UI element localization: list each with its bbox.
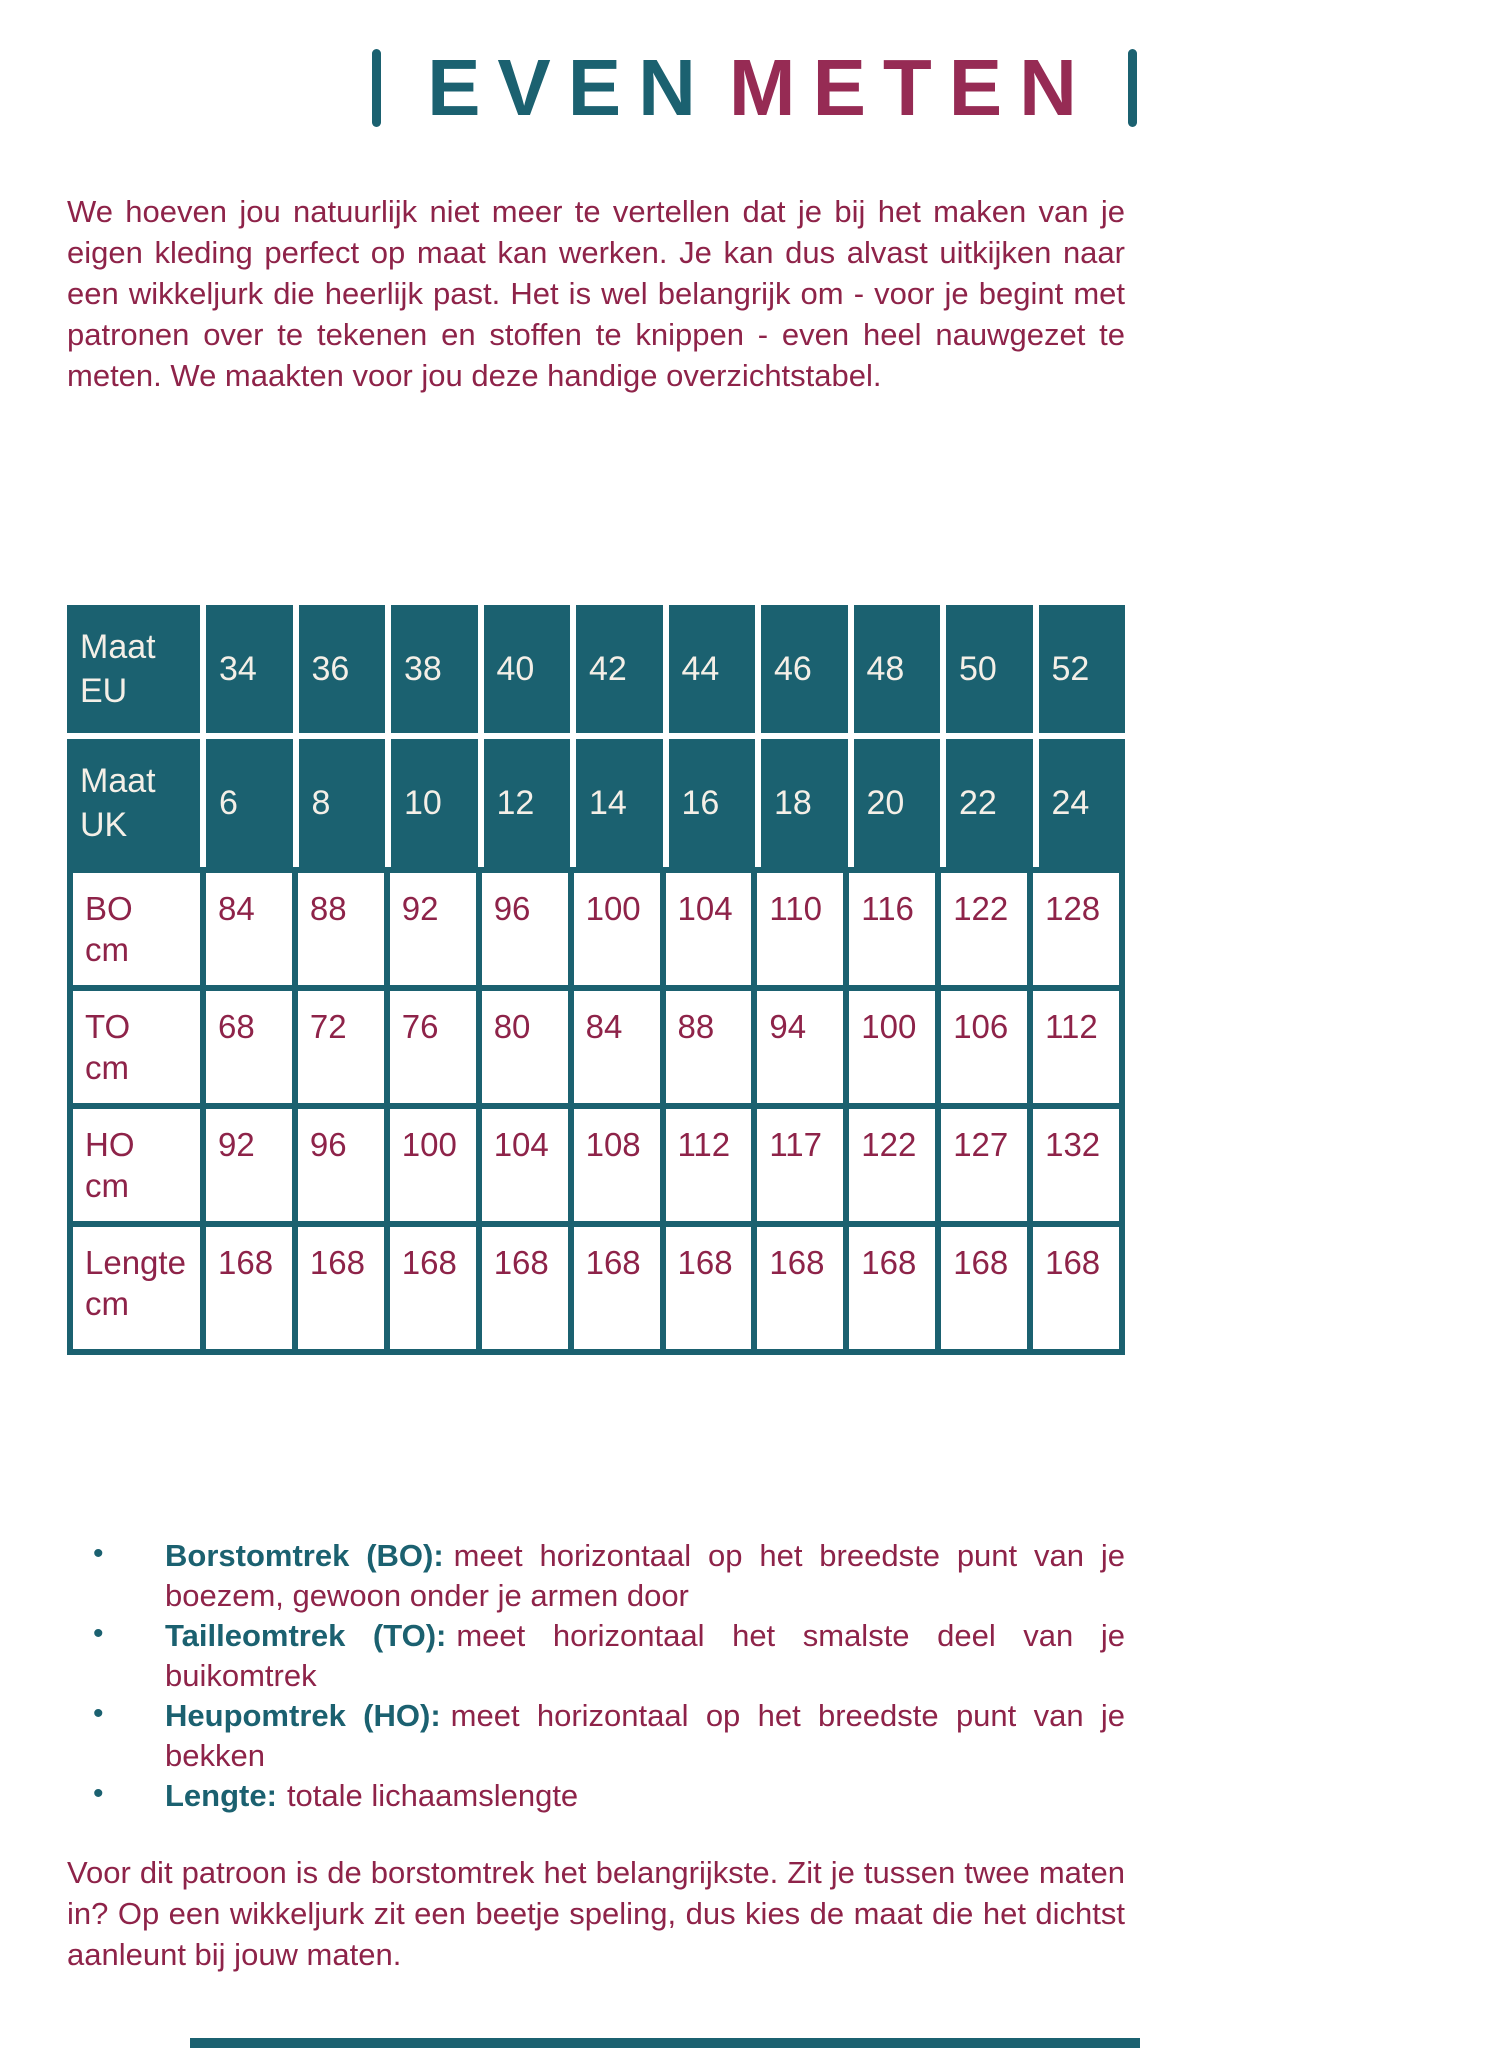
- header-cell: 20: [853, 739, 940, 867]
- body-cell: 122: [941, 873, 1028, 985]
- body-cell: 168: [757, 1227, 844, 1349]
- body-cell: 104: [665, 873, 752, 985]
- list-item: • Heupomtrek (HO): meet horizontaal op het…: [67, 1696, 1125, 1776]
- body-cell: 100: [849, 991, 936, 1103]
- header-cell: 24: [1038, 739, 1125, 867]
- body-cell: 168: [389, 1227, 476, 1349]
- bullet-definition: meet horizontaal op het breedste punt va…: [165, 1538, 1125, 1613]
- body-cell: 168: [849, 1227, 936, 1349]
- header-cell: 14: [576, 739, 663, 867]
- bullet-term: Tailleomtrek (TO):: [165, 1618, 447, 1653]
- title-word-even: EVEN: [427, 43, 713, 132]
- body-row-label: TO cm: [73, 991, 200, 1103]
- header-row-label: Maat UK: [67, 739, 200, 867]
- page-title: EVEN METEN: [0, 48, 1509, 128]
- intro-paragraph: We hoeven jou natuurlijk niet meer te ve…: [67, 194, 1125, 393]
- header-cell: 50: [946, 605, 1033, 733]
- body-cell: 116: [849, 873, 936, 985]
- size-table-header: Maat EU 34 36 38 40 42 44 46 48 50 52 Maat UK 6 8 10 12…: [67, 605, 1125, 867]
- title-word-meten: METEN: [728, 43, 1094, 132]
- body-cell: 168: [665, 1227, 752, 1349]
- bullet-icon: •: [93, 1697, 104, 1730]
- body-cell: 168: [1033, 1227, 1119, 1349]
- body-cell: 168: [297, 1227, 384, 1349]
- body-cell: 100: [389, 1109, 476, 1221]
- bullet-definition: meet horizontaal op het breedste punt va…: [165, 1698, 1125, 1773]
- body-cell: 100: [573, 873, 660, 985]
- header-cell: 16: [668, 739, 755, 867]
- bullet-term: Lengte:: [165, 1778, 277, 1813]
- body-cell: 104: [481, 1109, 568, 1221]
- body-cell: 80: [481, 991, 568, 1103]
- body-cell: 88: [665, 991, 752, 1103]
- body-cell: 92: [389, 873, 476, 985]
- header-cell: 10: [391, 739, 478, 867]
- body-cell: 112: [665, 1109, 752, 1221]
- body-cell: 110: [757, 873, 844, 985]
- header-cell: 34: [206, 605, 293, 733]
- body-cell: 96: [481, 873, 568, 985]
- body-row-label: Lengte cm: [73, 1227, 200, 1349]
- title-left-bar-icon: [372, 49, 382, 127]
- body-cell: 108: [573, 1109, 660, 1221]
- bullet-icon: •: [93, 1777, 104, 1810]
- list-item: • Tailleomtrek (TO): meet horizontaal het …: [67, 1616, 1125, 1696]
- size-table: Maat EU 34 36 38 40 42 44 46 48 50 52 Maat UK 6 8 10 12…: [67, 605, 1125, 1355]
- next-section-top-edge: [190, 2038, 1140, 2048]
- bullet-icon: •: [93, 1537, 104, 1570]
- header-cell: 40: [483, 605, 570, 733]
- header-cell: 6: [206, 739, 293, 867]
- body-cell: 127: [941, 1109, 1028, 1221]
- body-cell: 168: [206, 1227, 292, 1349]
- body-cell: 88: [297, 873, 384, 985]
- header-cell: 8: [298, 739, 385, 867]
- body-cell: 168: [481, 1227, 568, 1349]
- measure-definitions-list: • Borstomtrek (BO): meet horizontaal op he…: [67, 1536, 1125, 1816]
- list-item: • Borstomtrek (BO): meet horizontaal op he…: [67, 1536, 1125, 1616]
- body-cell: 72: [297, 991, 384, 1103]
- header-cell: 44: [668, 605, 755, 733]
- body-cell: 84: [573, 991, 660, 1103]
- body-cell: 117: [757, 1109, 844, 1221]
- header-cell: 52: [1038, 605, 1125, 733]
- header-cell: 48: [853, 605, 940, 733]
- body-cell: 168: [573, 1227, 660, 1349]
- header-cell: 36: [298, 605, 385, 733]
- body-cell: 96: [297, 1109, 384, 1221]
- list-item: • Lengte: totale lichaamslengte: [67, 1776, 1125, 1816]
- body-cell: 94: [757, 991, 844, 1103]
- bullet-term: Heupomtrek (HO):: [165, 1698, 441, 1733]
- body-cell: 76: [389, 991, 476, 1103]
- header-cell: 42: [576, 605, 663, 733]
- bullet-term: Borstomtrek (BO):: [165, 1538, 444, 1573]
- body-cell: 106: [941, 991, 1028, 1103]
- body-row-label: BO cm: [73, 873, 200, 985]
- header-cell: 18: [761, 739, 848, 867]
- bullet-definition: meet horizontaal het smalste deel van je…: [165, 1618, 1125, 1693]
- header-row-label: Maat EU: [67, 605, 200, 733]
- header-cell: 22: [946, 739, 1033, 867]
- closing-paragraph: Voor dit patroon is de borstomtrek het b…: [67, 1855, 1125, 1972]
- size-table-body: BO cm 84 88 92 96 100 104 110 116 122 128 TO cm 68 72…: [67, 867, 1125, 1355]
- bullet-definition: totale lichaamslengte: [286, 1778, 579, 1813]
- body-cell: 68: [206, 991, 292, 1103]
- body-cell: 84: [206, 873, 292, 985]
- body-cell: 128: [1033, 873, 1119, 985]
- body-cell: 122: [849, 1109, 936, 1221]
- header-cell: 38: [391, 605, 478, 733]
- title-right-bar-icon: [1127, 49, 1137, 127]
- header-cell: 46: [761, 605, 848, 733]
- body-row-label: HO cm: [73, 1109, 200, 1221]
- body-cell: 168: [941, 1227, 1028, 1349]
- body-cell: 112: [1033, 991, 1119, 1103]
- body-cell: 92: [206, 1109, 292, 1221]
- body-cell: 132: [1033, 1109, 1119, 1221]
- header-cell: 12: [483, 739, 570, 867]
- bullet-icon: •: [93, 1617, 104, 1650]
